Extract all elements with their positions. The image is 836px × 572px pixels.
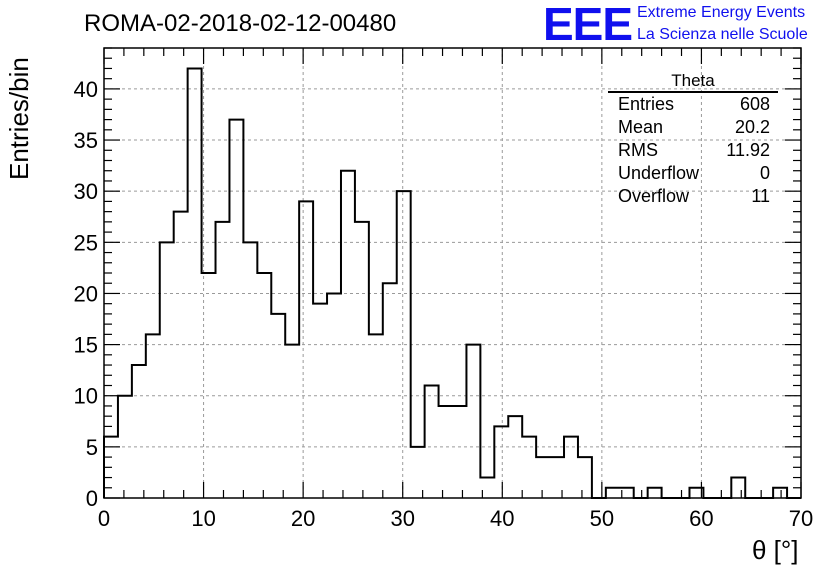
x-tick-label: 30 xyxy=(390,506,414,531)
y-tick-label: 35 xyxy=(74,128,98,153)
y-tick-label: 5 xyxy=(86,435,98,460)
histogram-bin xyxy=(188,68,202,498)
logo-line-2: La Scienza nelle Scuole xyxy=(637,26,808,43)
histogram-bin xyxy=(397,191,411,498)
x-tick-label: 50 xyxy=(590,506,614,531)
eee-logo: EEE xyxy=(543,0,633,50)
histogram-bin xyxy=(341,171,355,498)
stats-value: 0 xyxy=(759,163,770,183)
y-tick-label: 10 xyxy=(74,384,98,409)
tick-labels: 0 10 20 30 40 50 60 70 0 5 10 15 20 25 30 35 40 xyxy=(74,77,814,531)
stats-row-mean: Mean 20.2 xyxy=(608,116,778,139)
stats-row-entries: Entries 608 xyxy=(608,93,778,116)
histogram-bin xyxy=(369,334,383,498)
histogram-bin xyxy=(536,457,550,498)
chart-title: ROMA-02-2018-02-12-00480 xyxy=(84,10,397,37)
stats-label: Underflow xyxy=(618,163,700,183)
histogram-bin xyxy=(508,416,522,498)
y-axis-label-text: Entries/bin xyxy=(4,57,34,180)
histogram-bin xyxy=(494,426,508,498)
histogram-bin xyxy=(522,437,536,498)
histogram-bin xyxy=(216,222,230,498)
x-tick-label: 70 xyxy=(789,506,813,531)
histogram-bin xyxy=(132,365,146,498)
stats-row-overflow: Overflow 11 xyxy=(608,185,778,208)
stats-value: 608 xyxy=(739,94,770,114)
grid-lines xyxy=(104,48,801,498)
histogram-bin xyxy=(606,488,620,498)
y-tick-label: 25 xyxy=(74,230,98,255)
stats-label: Entries xyxy=(618,94,675,114)
x-axis-label: θ [°] xyxy=(752,535,799,565)
stats-value: 11.92 xyxy=(726,140,770,160)
stats-value: 11 xyxy=(751,186,770,206)
stats-label: Mean xyxy=(618,117,664,137)
histogram-bin xyxy=(564,437,578,498)
histogram-bin xyxy=(271,314,285,498)
y-tick-label: 0 xyxy=(86,486,98,511)
stats-box: Theta Entries 608 Mean 20.2 RMS 11.92 Un… xyxy=(608,72,778,208)
histogram-bin xyxy=(243,242,257,498)
logo-line-1: Extreme Energy Events xyxy=(637,4,806,21)
x-tick-label: 10 xyxy=(191,506,215,531)
histogram-bin xyxy=(285,345,299,498)
y-tick-label: 20 xyxy=(74,281,98,306)
histogram-bin xyxy=(118,396,132,498)
histogram-bin xyxy=(773,488,787,498)
histogram-bin xyxy=(202,273,216,498)
histogram-bin xyxy=(453,406,467,498)
y-tick-label: 40 xyxy=(74,77,98,102)
histogram-bin xyxy=(648,488,662,498)
histogram-bin xyxy=(257,273,271,498)
histogram-bin xyxy=(731,478,745,498)
histogram-bin xyxy=(578,457,592,498)
y-tick-label: 30 xyxy=(74,179,98,204)
histogram-bin xyxy=(174,212,188,498)
x-tick-label: 60 xyxy=(689,506,713,531)
histogram-bin xyxy=(466,345,480,498)
histogram-bin xyxy=(425,386,439,499)
histogram-bin xyxy=(313,304,327,498)
x-tick-label: 0 xyxy=(98,506,110,531)
histogram-bin xyxy=(229,120,243,498)
logo-caption: Extreme Energy Events La Scienza nelle S… xyxy=(637,2,808,46)
axis-ticks xyxy=(103,47,802,499)
histogram-bin xyxy=(383,283,397,498)
stats-row-underflow: Underflow 0 xyxy=(608,162,778,185)
histogram-bin xyxy=(146,334,160,498)
stats-title: Theta xyxy=(608,72,778,93)
x-tick-label: 20 xyxy=(291,506,315,531)
stats-value: 20.2 xyxy=(734,117,770,137)
histogram-bin xyxy=(299,201,313,498)
y-tick-label: 15 xyxy=(74,333,98,358)
stats-label: RMS xyxy=(618,140,658,160)
histogram-bin xyxy=(439,406,453,498)
stats-row-rms: RMS 11.92 xyxy=(608,139,778,162)
histogram-bin xyxy=(327,293,341,498)
x-tick-label: 40 xyxy=(490,506,514,531)
stats-label: Overflow xyxy=(618,186,690,206)
histogram-bin xyxy=(160,242,174,498)
histogram-bin xyxy=(355,222,369,498)
